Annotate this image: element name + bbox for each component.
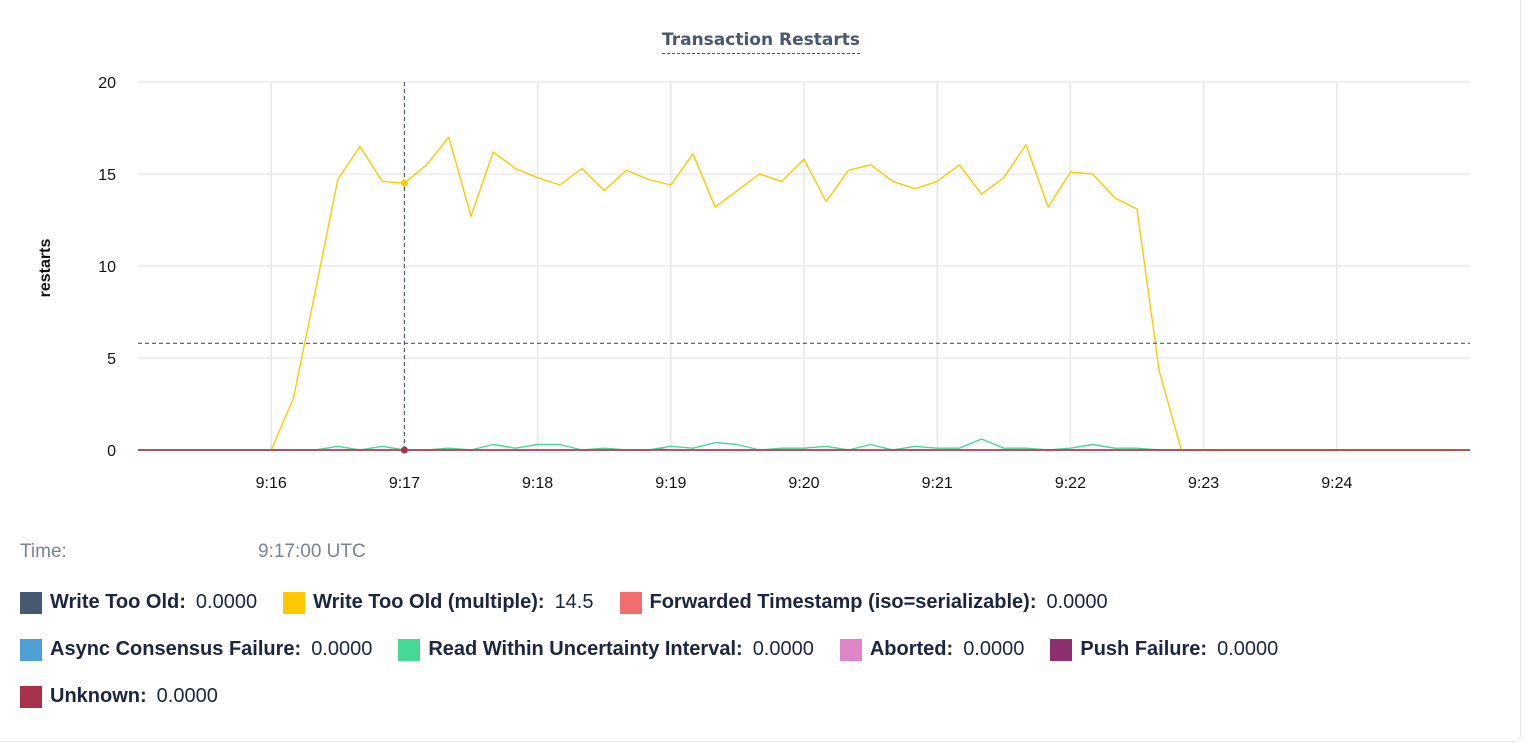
- legend-series-value: 0.0000: [195, 591, 258, 613]
- series-line[interactable]: [270, 136, 1470, 451]
- legend-item[interactable]: Push Failure: 0.0000: [1050, 636, 1278, 663]
- x-tick-label: 9:16: [256, 475, 287, 492]
- grid: [138, 81, 1470, 451]
- hover-point: [400, 446, 408, 454]
- y-tick-label: 10: [98, 259, 116, 276]
- legend-series-name: Async Consensus Failure:: [50, 638, 302, 660]
- legend-item[interactable]: Read Within Uncertainty Interval: 0.0000: [398, 636, 814, 663]
- legend-series-name: Push Failure:: [1080, 638, 1208, 660]
- legend-series-value: 0.0000: [963, 638, 1025, 660]
- axes: 0 5 10 15 20 9:16 9:17 9:18 9:19 9:20 9:21 9:22 9:23…: [98, 75, 1352, 492]
- legend-series-name: Unknown:: [50, 685, 147, 707]
- legend-swatch: [619, 591, 642, 614]
- x-tick-label: 9:21: [922, 475, 953, 492]
- hover-point: [400, 179, 408, 187]
- legend-swatch: [283, 591, 306, 614]
- legend-series-value: 14.5: [554, 591, 594, 613]
- legend: Write Too Old: 0.0000 Write Too Old (multi…: [20, 589, 1500, 730]
- x-tick-label: 9:20: [788, 475, 819, 492]
- y-tick-label: 5: [107, 351, 116, 368]
- time-value: 9:17:00 UTC: [258, 541, 366, 562]
- legend-swatch: [398, 638, 421, 661]
- legend-series-value: 0.0000: [156, 685, 218, 707]
- legend-series-value: 0.0000: [1046, 591, 1108, 613]
- legend-item[interactable]: Async Consensus Failure: 0.0000: [20, 636, 372, 663]
- legend-series-name: Read Within Uncertainty Interval:: [428, 638, 743, 660]
- legend-swatch: [20, 591, 42, 614]
- x-tick-label: 9:23: [1188, 475, 1219, 492]
- time-label: Time:: [20, 541, 67, 562]
- legend-item[interactable]: Aborted: 0.0000: [839, 636, 1025, 663]
- legend-series-value: 0.0000: [752, 638, 814, 660]
- legend-swatch: [20, 638, 42, 661]
- line-chart[interactable]: 0 5 10 15 20 9:16 9:17 9:18 9:19 9:20 9:21 9:22 9:23…: [0, 0, 1522, 520]
- y-axis-label: restarts: [37, 239, 54, 298]
- series-lines: [138, 136, 1470, 451]
- legend-series-name: Forwarded Timestamp (iso=serializable):: [649, 591, 1037, 613]
- hover-time-readout: Time: 9:17:00 UTC: [20, 541, 366, 563]
- legend-item[interactable]: Forwarded Timestamp (iso=serializable): 0…: [619, 589, 1108, 616]
- legend-series-name: Write Too Old (multiple):: [313, 591, 545, 613]
- legend-swatch: [839, 638, 862, 661]
- x-tick-label: 9:18: [522, 475, 553, 492]
- x-tick-label: 9:19: [655, 475, 686, 492]
- x-tick-label: 9:17: [389, 475, 420, 492]
- chart-title-wrap: Transaction Restarts: [0, 30, 1522, 54]
- legend-series-name: Aborted:: [869, 638, 954, 660]
- legend-item[interactable]: Write Too Old (multiple): 14.5: [283, 589, 594, 616]
- y-tick-label: 20: [98, 75, 116, 92]
- legend-swatch: [1050, 638, 1073, 661]
- x-tick-label: 9:22: [1055, 475, 1086, 492]
- hover-crosshair: [138, 82, 1470, 454]
- y-tick-label: 0: [107, 443, 116, 460]
- legend-series-value: 0.0000: [1217, 638, 1279, 660]
- series-line[interactable]: [138, 438, 1470, 451]
- x-tick-label: 9:24: [1321, 475, 1352, 492]
- legend-item[interactable]: Unknown: 0.0000: [20, 683, 218, 710]
- legend-item[interactable]: Write Too Old: 0.0000: [20, 589, 257, 616]
- chart-title[interactable]: Transaction Restarts: [662, 30, 860, 54]
- legend-series-name: Write Too Old:: [50, 591, 186, 613]
- y-tick-label: 15: [98, 167, 116, 184]
- legend-series-value: 0.0000: [311, 638, 373, 660]
- legend-swatch: [20, 685, 42, 708]
